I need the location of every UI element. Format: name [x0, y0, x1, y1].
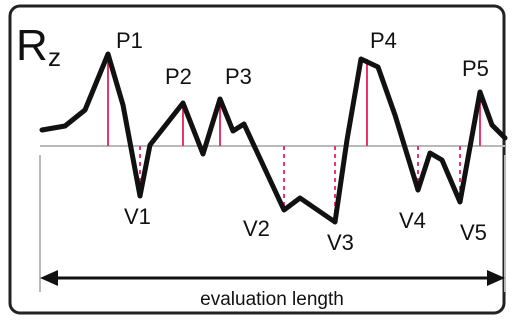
label-p2: P2 [165, 64, 192, 89]
label-v3: V3 [327, 230, 354, 255]
label-v2: V2 [243, 216, 270, 241]
title-r: R [16, 21, 48, 70]
arrow-right-head [487, 270, 505, 286]
arrow-left-head [40, 270, 58, 286]
label-v5: V5 [460, 220, 487, 245]
label-v1: V1 [124, 204, 151, 229]
label-v4: V4 [399, 208, 426, 233]
roughness-profile [39, 51, 508, 225]
label-p3: P3 [225, 64, 252, 89]
caption-evaluation-length: evaluation length [200, 289, 344, 310]
evaluation-length-arrow [40, 270, 505, 286]
label-p1: P1 [116, 28, 143, 53]
label-p4: P4 [370, 28, 397, 53]
title-z: z [48, 42, 61, 72]
label-p5: P5 [462, 56, 489, 81]
